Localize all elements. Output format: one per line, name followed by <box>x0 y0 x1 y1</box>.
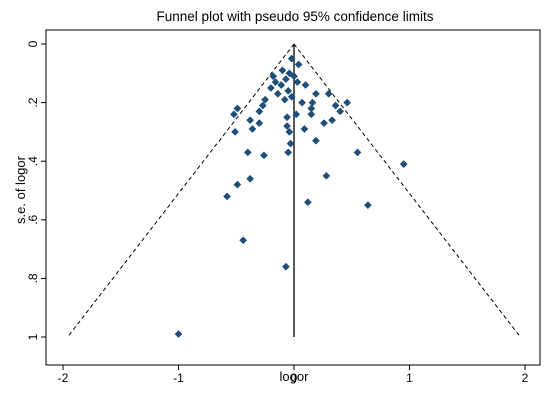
data-point <box>285 127 294 136</box>
data-point <box>336 107 345 116</box>
data-point <box>303 198 312 207</box>
data-point <box>271 78 280 87</box>
data-point <box>292 110 301 119</box>
data-point <box>243 148 252 157</box>
data-point <box>399 160 408 169</box>
data-point <box>273 89 282 98</box>
x-tick-label: 0 <box>291 371 298 385</box>
data-point <box>283 122 292 130</box>
data-point <box>311 136 320 145</box>
y-tick-label: 1 <box>26 333 40 340</box>
data-point <box>255 107 264 116</box>
x-tick-label: 1 <box>406 371 413 385</box>
data-point <box>174 330 183 339</box>
y-tick-label: .4 <box>26 156 40 166</box>
data-point <box>266 83 275 92</box>
data-point <box>293 78 302 87</box>
y-axis: 0 .2 .4 .6 .8 1 <box>26 40 46 340</box>
x-tick-label: -2 <box>58 371 69 385</box>
upper-confidence-limit <box>293 43 521 338</box>
data-point <box>301 81 310 89</box>
data-point <box>261 95 270 104</box>
data-point <box>343 98 352 107</box>
data-point <box>320 119 328 128</box>
data-point <box>284 148 293 157</box>
data-point <box>294 60 303 69</box>
data-point <box>353 148 362 157</box>
data-point <box>322 171 331 180</box>
data-point <box>287 54 296 63</box>
data-point <box>246 174 255 183</box>
data-point <box>223 192 231 201</box>
x-axis-label: logor <box>280 369 310 384</box>
y-axis-label: s.e. of logor <box>13 155 28 224</box>
data-point <box>311 89 320 98</box>
confidence-limits <box>67 43 521 338</box>
data-point <box>331 101 340 110</box>
data-point <box>284 86 293 95</box>
data-point <box>233 104 242 113</box>
data-point <box>260 151 268 160</box>
data-point <box>328 116 337 125</box>
data-point <box>363 201 372 210</box>
data-point <box>255 119 264 128</box>
data-point <box>278 66 287 75</box>
data-point <box>258 101 267 110</box>
data-point <box>307 110 316 119</box>
y-tick-label: .8 <box>26 273 40 283</box>
data-point <box>281 262 290 271</box>
data-point <box>248 125 257 133</box>
x-axis: -2 -1 0 1 2 <box>58 365 529 385</box>
data-points <box>174 54 408 339</box>
data-point <box>277 81 286 89</box>
data-point <box>231 127 240 136</box>
data-point <box>287 92 296 101</box>
data-point <box>246 116 255 125</box>
data-point <box>229 110 238 119</box>
data-point <box>239 236 248 245</box>
data-point <box>290 72 298 81</box>
y-tick-label: .2 <box>26 97 40 107</box>
data-point <box>280 95 289 104</box>
y-tick-label: 0 <box>26 40 40 47</box>
x-tick-label: 2 <box>522 371 529 385</box>
data-point <box>281 75 290 84</box>
y-tick-label: .6 <box>26 214 40 224</box>
data-point <box>286 139 295 148</box>
chart-title: Funnel plot with pseudo 95% confidence l… <box>157 9 434 24</box>
plot-frame <box>45 29 541 366</box>
data-point <box>324 89 333 98</box>
lower-confidence-limit <box>67 43 295 338</box>
data-point <box>300 125 309 133</box>
data-point <box>298 98 307 107</box>
x-tick-label: -1 <box>173 371 184 385</box>
data-point <box>233 180 242 189</box>
data-point <box>269 72 278 81</box>
data-point <box>283 113 292 122</box>
